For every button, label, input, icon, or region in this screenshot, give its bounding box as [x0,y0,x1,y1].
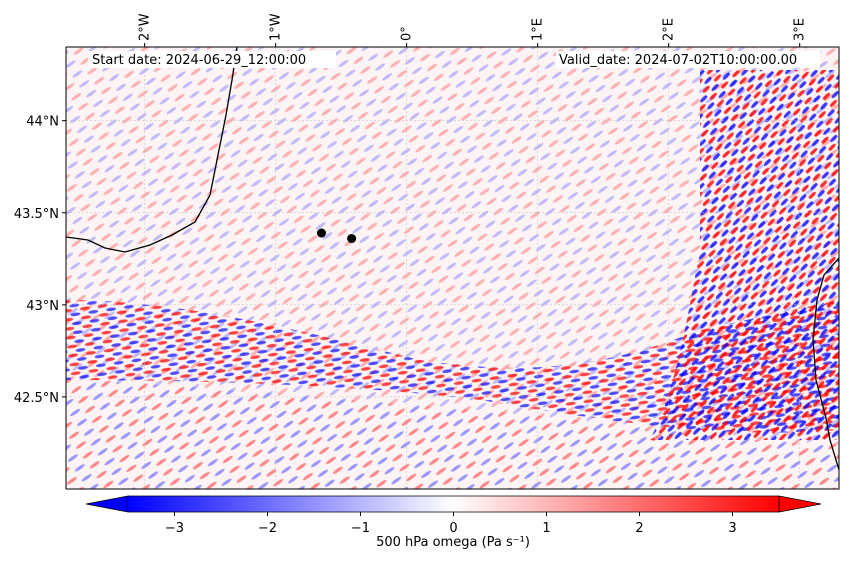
colorbar-extend-max [778,495,822,513]
lon-tick-label: 3°E [793,18,808,41]
omega-field [66,47,839,489]
station-marker [347,234,357,244]
markers [316,228,357,244]
colorbar-label: 500 hPa omega (Pa s⁻¹) [376,535,530,550]
lat-tick-label: 43°N [26,299,59,314]
lat-tick-label: 42.5°N [14,391,59,406]
colorbar-tick-label: −2 [258,521,277,536]
colorbar-gradient [128,496,779,512]
lat-tick-label: 43.5°N [14,207,59,222]
colorbar-tick-label: 0 [449,521,457,536]
longitude-ticks: 2°W 1°W 0° 1°E 2°E 3°E [138,13,808,47]
station-marker [316,228,326,238]
lat-tick-label: 44°N [26,115,59,130]
lon-tick-label: 0° [400,26,415,41]
valid-date-label: Valid_date: 2024-07-02T10:00:00.00 [559,53,797,68]
valid-date-box [556,51,820,68]
lon-tick-label: 2°W [138,13,153,41]
map-frame [65,46,840,490]
colorbar-tick-label: 1 [542,521,550,536]
colorbar-extend-min [85,495,129,513]
colorbar-ticks: −3 −2 −1 0 1 2 3 [165,512,737,536]
latitude-ticks: 44°N 43.5°N 43°N 42.5°N [14,115,66,406]
start-date-box [88,51,336,68]
colorbar-tick-label: −3 [165,521,184,536]
lon-tick-label: 1°E [531,18,546,41]
start-date-label: Start date: 2024-06-29_12:00:00 [92,53,306,68]
colorbar-tick-label: 3 [728,521,736,536]
colorbar-tick-label: −1 [351,521,370,536]
colorbar-tick-label: 2 [635,521,643,536]
coastline-west [66,47,238,253]
lon-tick-label: 2°E [662,18,677,41]
colorbar: −3 −2 −1 0 1 2 3 500 hPa omega (Pa s⁻¹) [85,495,822,550]
gridlines [66,47,839,489]
coastline-east [812,257,839,471]
lon-tick-label: 1°W [269,13,284,41]
